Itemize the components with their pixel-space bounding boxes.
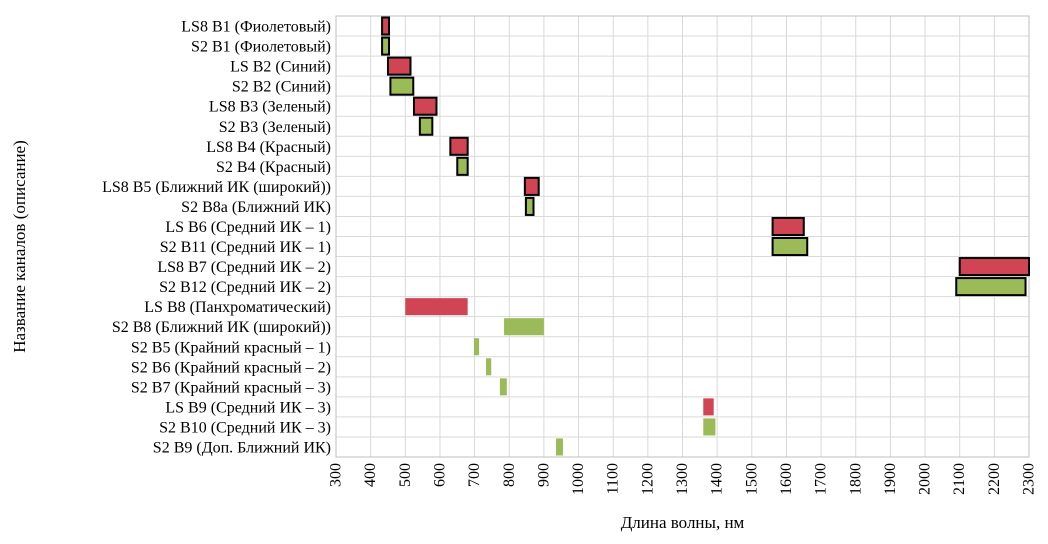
y-tick-label: S2 B3 (Зеленый) xyxy=(219,119,331,136)
x-tick-label: 700 xyxy=(466,463,483,487)
band-bar xyxy=(955,277,1027,297)
x-tick-labels: 300 400 500 600 700 800 900 1000 1100 1200 1300 140… xyxy=(328,463,1038,495)
y-tick-label: LS B2 (Синий) xyxy=(230,59,331,76)
band-bar xyxy=(958,257,1031,277)
x-tick-label: 1700 xyxy=(813,463,830,495)
y-tick-label: S2 B2 (Синий) xyxy=(232,79,331,96)
x-tick-label: 2000 xyxy=(917,463,934,495)
band-bar xyxy=(449,136,469,156)
band-bar xyxy=(703,418,716,436)
x-tick-label: 500 xyxy=(397,463,414,487)
band-bar xyxy=(389,76,415,96)
y-tick-label: S2 B8a (Ближний ИК) xyxy=(181,199,331,216)
band-bar xyxy=(381,36,391,56)
y-tick-label: LS8 B3 (Зеленый) xyxy=(209,99,331,116)
y-tick-label: S2 B5 (Крайний красный – 1) xyxy=(131,339,331,356)
x-tick-label: 1900 xyxy=(882,463,899,495)
x-tick-label: 1300 xyxy=(674,463,691,495)
x-tick-label: 2100 xyxy=(951,463,968,495)
band-bar xyxy=(486,358,492,376)
y-tick-label: S2 B7 (Крайний красный – 3) xyxy=(131,379,331,396)
y-tick-label: S2 B12 (Средний ИК – 2) xyxy=(159,279,331,296)
y-tick-label: S2 B9 (Доп. Ближний ИК) xyxy=(153,439,331,456)
x-tick-label: 1100 xyxy=(605,463,622,494)
x-tick-label: 1000 xyxy=(570,463,587,495)
y-tick-label: LS B6 (Средний ИК – 1) xyxy=(165,219,331,236)
band-bar xyxy=(771,237,809,257)
x-tick-label: 1400 xyxy=(709,463,726,495)
band-bar xyxy=(405,298,468,316)
y-tick-label: S2 B6 (Крайний красный – 2) xyxy=(131,359,331,376)
grid-layer xyxy=(335,15,1030,458)
y-tick-label: S2 B11 (Средний ИК – 1) xyxy=(160,239,331,256)
band-bar xyxy=(381,16,391,36)
x-axis-title: Длина волны, нм xyxy=(621,513,745,532)
x-tick-label: 2200 xyxy=(986,463,1003,495)
band-bar xyxy=(456,156,469,176)
x-tick-label: 400 xyxy=(362,463,379,487)
band-bar xyxy=(556,438,563,456)
band-bar xyxy=(771,216,805,236)
band-bar xyxy=(499,378,507,396)
x-tick-label: 1500 xyxy=(743,463,760,495)
band-bar xyxy=(386,56,412,76)
x-tick-label: 800 xyxy=(501,463,518,487)
x-tick-label: 600 xyxy=(431,463,448,487)
y-tick-label: LS B9 (Средний ИК – 3) xyxy=(165,399,331,416)
plot-frame xyxy=(335,15,1030,458)
y-tick-label: S2 B4 (Красный) xyxy=(216,159,331,176)
x-tick-label: 2300 xyxy=(1021,463,1038,495)
y-tick-label: S2 B10 (Средний ИК – 3) xyxy=(159,419,331,436)
band-bar xyxy=(473,338,480,356)
y-tick-label: LS B8 (Панхроматический) xyxy=(144,299,331,316)
x-tick-label: 1800 xyxy=(847,463,864,495)
y-tick-label: S2 B8 (Ближний ИК (широкий)) xyxy=(112,319,331,336)
y-tick-labels: LS8 B1 (Фиолетовый) S2 B1 (Фиолетовый) LS … xyxy=(102,19,331,457)
band-bar xyxy=(703,398,714,416)
x-tick-label: 300 xyxy=(328,463,345,487)
band-bar xyxy=(418,116,434,136)
y-tick-label: LS8 B1 (Фиолетовый) xyxy=(181,19,331,36)
y-axis-title: Название каналов (описание) xyxy=(10,140,29,353)
band-bar xyxy=(504,318,544,336)
x-tick-label: 1200 xyxy=(639,463,656,495)
band-bar xyxy=(412,96,438,116)
x-tick-label: 1600 xyxy=(778,463,795,495)
y-tick-label: LS8 B7 (Средний ИК – 2) xyxy=(157,259,331,276)
x-tick-label: 900 xyxy=(535,463,552,487)
band-bar xyxy=(523,176,540,196)
y-tick-label: S2 B1 (Фиолетовый) xyxy=(191,39,331,56)
y-tick-label: LS8 B5 (Ближний ИК (широкий)) xyxy=(102,179,331,196)
y-tick-label: LS8 B4 (Красный) xyxy=(206,139,331,156)
bars-layer xyxy=(381,16,1031,456)
band-bar xyxy=(524,196,535,216)
